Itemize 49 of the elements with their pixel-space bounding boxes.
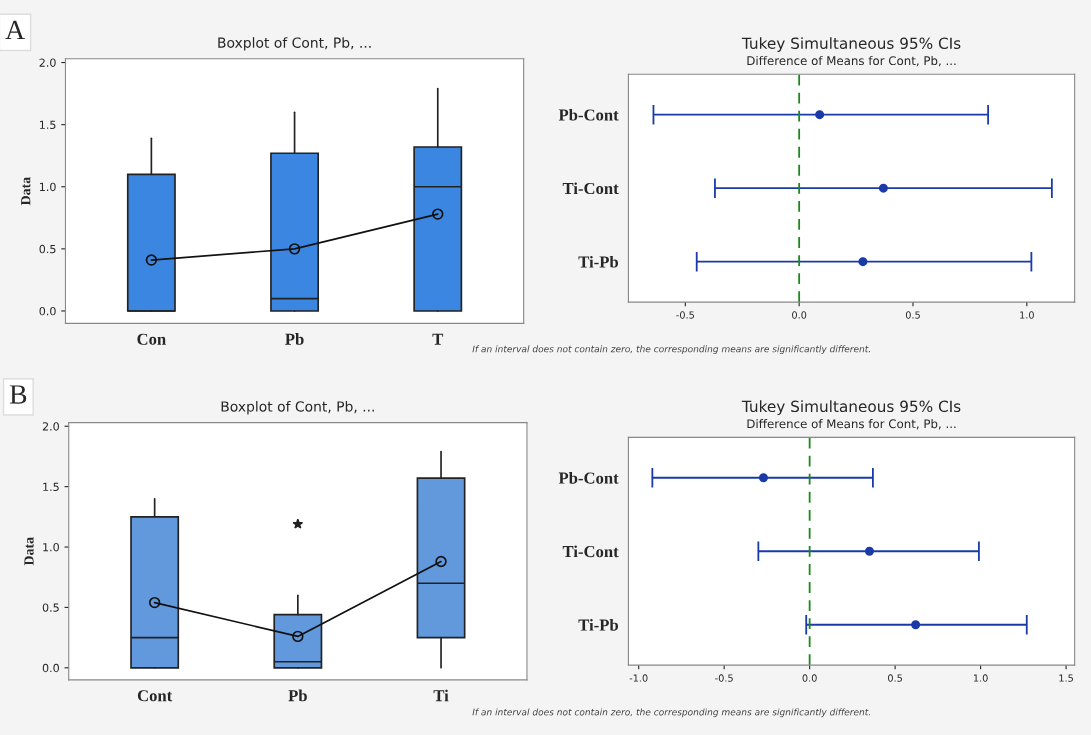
chart-subtitle: Difference of Means for Cont, Pb, ... (747, 419, 956, 430)
y-tick-label: Pb-Cont (558, 471, 619, 484)
x-tick-label: Ti (433, 689, 449, 702)
text: If an interval does not contain zero, the corresponding means are significantly different. (472, 708, 870, 718)
text: A (5, 20, 25, 40)
chart-subtitle: Difference of Means for Cont, Pb, ... (747, 55, 956, 67)
x-tick-label: 0.0 (792, 311, 807, 319)
y-tick-label: Pb-Cont (558, 108, 619, 121)
text: B (9, 385, 27, 404)
y-tick-label: 2.0 (39, 58, 56, 67)
x-tick-label: Pb (288, 689, 307, 702)
y-tick-label: 1.0 (39, 182, 56, 192)
y-tick-label: 1.5 (43, 482, 59, 492)
y-tick-label: 0.5 (39, 244, 56, 254)
x-tick-label: Con (137, 333, 166, 345)
x-tick-label: Pb (285, 333, 304, 345)
text: If an interval does not contain zero, the corresponding means are significantly different. (472, 345, 870, 355)
y-tick-label: 2.0 (42, 422, 59, 431)
point (288, 243, 301, 255)
x-tick-label: 1.5 (1059, 674, 1073, 682)
y-tick-label: Ti-Cont (562, 545, 619, 558)
y-tick-label: Ti-Cont (562, 182, 619, 195)
x-tick-label: 1.0 (973, 674, 988, 682)
point (145, 254, 158, 266)
x-tick-label: 0.0 (802, 674, 817, 682)
x-tick-label: 0.5 (888, 674, 902, 682)
point (148, 596, 161, 609)
point (292, 630, 304, 643)
y-axis-title: Data (24, 537, 34, 566)
x-tick-label: 0.5 (905, 311, 920, 319)
x-tick-label: -0.5 (715, 674, 733, 682)
chart-title: Boxplot of Cont, Pb, ... (218, 37, 371, 51)
chart-title: Boxplot of Cont, Pb, ... (221, 400, 374, 415)
y-axis-title: Data (21, 177, 31, 206)
y-tick-label: 1.0 (43, 543, 59, 552)
y-tick-label: Ti-Pb (578, 618, 619, 631)
x-tick-label: -0.5 (676, 311, 694, 319)
x-tick-label: -1.0 (629, 674, 648, 682)
point (432, 208, 444, 220)
y-tick-label: 0.5 (42, 603, 59, 612)
y-tick-label: Ti-Pb (578, 255, 619, 268)
y-tick-label: 0.0 (42, 663, 59, 673)
y-tick-label: 1.5 (39, 120, 56, 130)
x-tick-label: T (432, 333, 444, 345)
chart-title: Tukey Simultaneous 95% CIs (741, 400, 961, 416)
x-tick-label: 1.0 (1020, 311, 1034, 319)
x-tick-label: Cont (137, 690, 173, 702)
chart-title: Tukey Simultaneous 95% CIs (741, 37, 961, 52)
point (435, 555, 447, 568)
